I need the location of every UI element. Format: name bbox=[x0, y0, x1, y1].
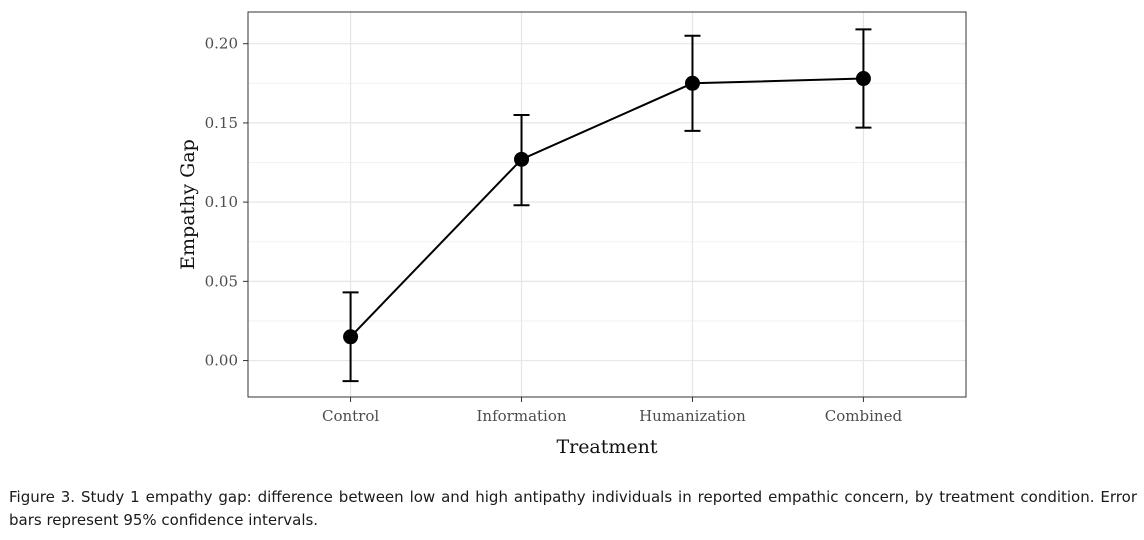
data-point-control bbox=[343, 329, 359, 345]
y-axis-title: Empathy Gap bbox=[177, 139, 199, 270]
y-tick-label: 0.10 bbox=[205, 193, 238, 211]
x-tick-label-combined: Combined bbox=[825, 407, 903, 425]
error-bars bbox=[342, 28, 872, 383]
data-point-information bbox=[514, 151, 530, 167]
y-tick-label: 0.20 bbox=[205, 35, 238, 53]
series-line bbox=[349, 77, 864, 338]
axis-ticks bbox=[243, 43, 864, 402]
y-tick-labels: 0.00 0.05 0.10 0.15 0.20 bbox=[205, 35, 238, 370]
series-polyline bbox=[349, 77, 864, 338]
plot-frame bbox=[247, 11, 967, 398]
chart: 0.00 0.05 0.10 0.15 0.20 Control Information H… bbox=[177, 11, 967, 458]
figure-caption: Figure 3. Study 1 empathy gap: differenc… bbox=[9, 488, 1137, 529]
y-tick-label: 0.00 bbox=[205, 352, 238, 370]
data-point-combined bbox=[855, 71, 871, 87]
data-points bbox=[343, 71, 871, 345]
minor-gridlines bbox=[248, 82, 966, 322]
x-tick-label-information: Information bbox=[477, 407, 567, 425]
x-tick-labels: Control Information Humanization Combined bbox=[322, 407, 902, 425]
x-axis-title: Treatment bbox=[556, 436, 657, 458]
data-point-humanization bbox=[684, 75, 700, 91]
x-tick-label-control: Control bbox=[322, 407, 379, 425]
y-tick-label: 0.05 bbox=[205, 272, 238, 290]
y-tick-label: 0.15 bbox=[205, 114, 238, 132]
x-tick-label-humanization: Humanization bbox=[639, 407, 746, 425]
